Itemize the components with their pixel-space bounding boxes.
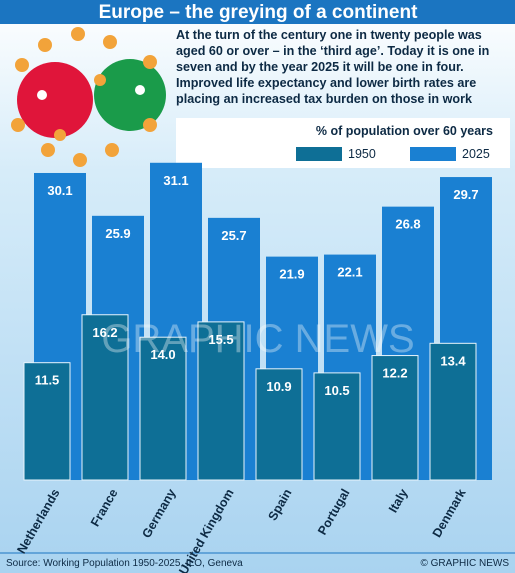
- bar: [371, 355, 419, 481]
- legend-swatch: [296, 147, 342, 161]
- data-label: 30.1: [47, 183, 72, 198]
- bar: [197, 321, 245, 481]
- bar: [139, 336, 187, 481]
- watermark: GRAPHIC NEWS: [101, 317, 414, 361]
- credit: © GRAPHIC NEWS: [421, 558, 510, 569]
- data-label: 21.9: [279, 267, 304, 282]
- legend-label: 1950: [348, 147, 376, 161]
- data-label: 25.7: [221, 228, 246, 243]
- emblem: [11, 27, 166, 167]
- data-label: 10.9: [266, 379, 291, 394]
- data-label: 13.4: [440, 353, 466, 368]
- legend-label: 2025: [462, 147, 490, 161]
- data-label: 26.8: [395, 217, 420, 232]
- data-label: 22.1: [337, 265, 362, 280]
- data-label: 15.5: [208, 332, 233, 347]
- source: Source: Working Population 1950-2025, IL…: [6, 558, 243, 569]
- bar: [313, 372, 361, 481]
- bar: [255, 368, 303, 481]
- bar: [23, 362, 71, 481]
- data-label: 12.2: [382, 366, 407, 381]
- chart-title: Europe – the greying of a continent: [99, 2, 418, 23]
- data-label: 10.5: [324, 383, 349, 398]
- bar: [429, 342, 477, 481]
- title-bar: [0, 0, 515, 24]
- bar: [81, 314, 129, 481]
- data-label: 29.7: [453, 187, 478, 202]
- data-label: 25.9: [105, 226, 130, 241]
- data-label: 14.0: [150, 347, 175, 362]
- legend-swatch: [410, 147, 456, 161]
- legend-title: % of population over 60 years: [316, 124, 493, 138]
- data-label: 31.1: [163, 173, 188, 188]
- data-label: 16.2: [92, 325, 117, 340]
- intro-text: At the turn of the century one in twenty…: [176, 28, 490, 106]
- data-label: 11.5: [35, 373, 60, 388]
